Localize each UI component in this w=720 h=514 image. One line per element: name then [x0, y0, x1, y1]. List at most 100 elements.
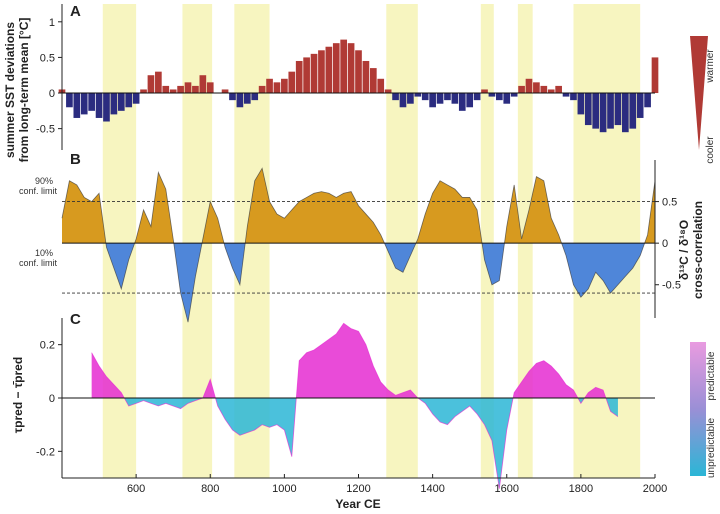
sst-bar-500 — [95, 93, 103, 118]
sst-bar-740 — [184, 82, 192, 94]
panel-a-letter: A — [70, 3, 81, 20]
sst-bar-580 — [125, 93, 133, 108]
sst-bar-960 — [266, 78, 273, 94]
sst-bar-780 — [199, 75, 207, 94]
sst-bar-1920 — [622, 93, 629, 133]
predictability-legend-bar — [690, 342, 706, 476]
sst-bar-1600 — [503, 93, 511, 104]
sst-bar-640 — [147, 75, 155, 94]
sst-bar-1180 — [347, 43, 355, 94]
conf-upper-label-line2: conf. limit — [19, 186, 58, 196]
y-tick-label: 0 — [662, 238, 668, 250]
x-tick-label: 1600 — [495, 483, 519, 495]
y-tick-label: 1 — [49, 17, 55, 29]
panel-b-negative-area — [62, 243, 655, 323]
panel-a: A -0.5 0 0.5 1 summer SST deviations from l… — [3, 3, 716, 164]
sst-bar-600 — [132, 93, 140, 104]
shaded-period-4 — [480, 4, 494, 478]
panel-a-ylabel-line1: summer SST deviations — [3, 22, 17, 158]
sst-bar-1840 — [592, 93, 600, 129]
sst-bar-560 — [117, 93, 125, 111]
sst-bar-1360 — [414, 93, 422, 97]
sst-bar-1440 — [444, 93, 451, 101]
y-tick-label: 0 — [49, 393, 55, 405]
panel-c: C -0.2 0 0.2 τpred − τ̄pred predictable un… — [11, 311, 717, 489]
sst-bar-1500 — [466, 93, 474, 108]
x-tick-label: 1800 — [569, 483, 593, 495]
x-tick-label: 600 — [127, 483, 145, 495]
panel-c-positive-area — [91, 323, 618, 398]
panel-c-negative-area — [91, 398, 618, 489]
sst-bar-1160 — [340, 39, 348, 94]
sst-bar-920 — [251, 93, 259, 101]
conf-upper-label-line1: 90% — [35, 176, 53, 186]
x-axis-title: Year CE — [335, 497, 380, 511]
sst-bar-460 — [80, 93, 88, 115]
sst-bar-1300 — [392, 93, 399, 101]
sst-bar-1120 — [325, 46, 333, 94]
sst-bar-1400 — [429, 93, 436, 108]
warm-cool-legend-wedge — [690, 36, 708, 150]
y-tick-label: 0 — [49, 88, 55, 100]
sst-bar-680 — [162, 85, 170, 94]
x-tick-label: 800 — [201, 483, 219, 495]
conf-lower-label-line1: 10% — [35, 248, 53, 258]
sst-bar-1020 — [288, 71, 296, 94]
legend-predictable-label: predictable — [706, 351, 717, 400]
sst-bar-1720 — [547, 89, 555, 94]
sst-bar-1080 — [310, 53, 318, 94]
sst-bar-1060 — [303, 57, 310, 94]
sst-bar-1320 — [399, 93, 407, 108]
conf-lower-label-line2: conf. limit — [19, 258, 58, 268]
sst-bar-1680 — [533, 82, 540, 94]
panel-c-y-axis: -0.2 0 0.2 — [36, 318, 63, 478]
sst-bar-1860 — [599, 93, 607, 133]
sst-bar-760 — [192, 85, 199, 94]
panel-b: B -0.5 0 0.5 90% conf. limit 10% conf. lim… — [19, 151, 705, 323]
sst-bar-1100 — [318, 50, 325, 94]
panel-b-ylabel-line1: δ¹³C / δ¹⁸O — [677, 220, 691, 280]
sst-bar-800 — [206, 82, 214, 94]
sst-bar-1520 — [473, 93, 481, 101]
panel-c-letter: C — [70, 311, 81, 328]
sst-bar-1620 — [510, 93, 518, 97]
sst-bar-700 — [169, 89, 177, 94]
legend-cooler-label: cooler — [705, 136, 716, 164]
panel-b-y-axis: -0.5 0 0.5 — [654, 160, 681, 318]
sst-bar-900 — [243, 93, 251, 104]
y-tick-label: 0.5 — [40, 52, 55, 64]
sst-bar-1980 — [644, 93, 651, 108]
shaded-period-0 — [102, 4, 137, 478]
sst-bar-1480 — [458, 93, 466, 111]
shaded-period-3 — [386, 4, 418, 478]
sst-bar-1040 — [295, 60, 303, 94]
panel-a-ylabel-line2: from long-term mean [°C] — [17, 18, 31, 163]
x-tick-label: 1000 — [272, 483, 296, 495]
legend-unpredictable-label: unpredictable — [706, 418, 717, 478]
sst-bar-1240 — [369, 68, 377, 94]
sst-bar-1940 — [629, 93, 637, 129]
sst-bar-1260 — [377, 78, 385, 94]
sst-bar-1540 — [481, 89, 488, 94]
panel-b-series-line — [61, 167, 656, 323]
sst-bar-1000 — [281, 78, 288, 94]
x-tick-label: 1400 — [420, 483, 444, 495]
sst-bar-1140 — [332, 43, 340, 94]
sst-bar-440 — [73, 93, 81, 118]
y-tick-label: -0.5 — [36, 124, 55, 136]
sst-bar-2000 — [651, 57, 659, 94]
shaded-period-6 — [573, 4, 641, 478]
sst-bar-480 — [88, 93, 95, 111]
panel-a-y-axis: -0.5 0 0.5 1 — [36, 4, 63, 150]
sst-bar-620 — [140, 89, 147, 94]
y-tick-label: -0.2 — [36, 446, 55, 458]
x-tick-label: 1200 — [346, 483, 370, 495]
sst-bar-520 — [103, 93, 110, 122]
sst-bar-1640 — [518, 85, 525, 94]
sst-bar-840 — [221, 89, 229, 94]
sst-bar-1760 — [562, 93, 570, 97]
sst-bar-1580 — [496, 93, 503, 101]
x-axis: 600 800 1000 1200 1400 1600 1800 2000 — [62, 474, 667, 495]
sst-bar-1380 — [421, 93, 429, 101]
sst-bar-1460 — [451, 93, 459, 104]
